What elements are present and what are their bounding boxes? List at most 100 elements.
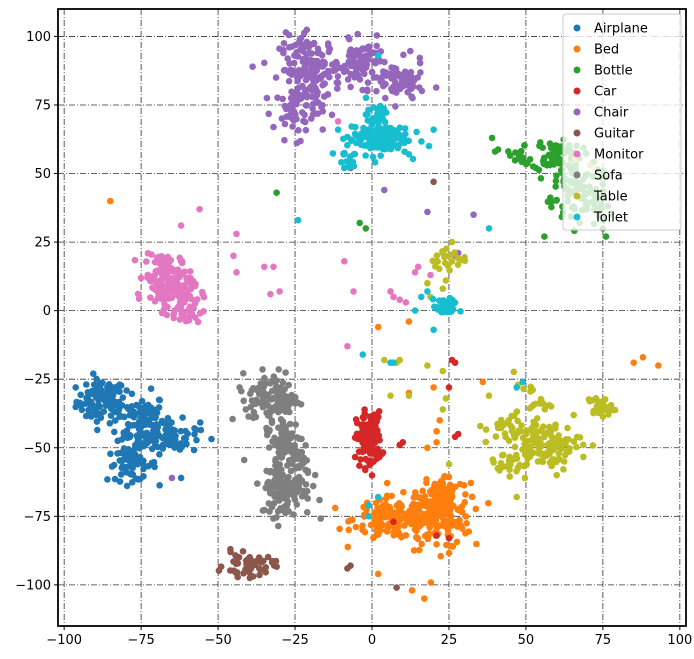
data-point xyxy=(424,444,431,452)
data-point xyxy=(266,426,273,434)
data-point xyxy=(377,152,385,159)
data-point xyxy=(427,501,435,509)
legend-marker-chair xyxy=(573,108,581,116)
data-point xyxy=(313,92,320,99)
data-point xyxy=(366,435,374,443)
data-point xyxy=(261,59,268,67)
data-point xyxy=(268,387,276,395)
data-point xyxy=(168,474,176,482)
data-point xyxy=(446,516,453,524)
data-point xyxy=(539,458,547,466)
data-point xyxy=(370,534,377,542)
data-point xyxy=(262,569,270,576)
data-point xyxy=(320,93,328,100)
data-point xyxy=(442,277,450,284)
data-point xyxy=(416,546,423,554)
data-point xyxy=(276,437,284,444)
data-point xyxy=(430,384,437,391)
data-point xyxy=(439,285,447,293)
series-chair xyxy=(168,26,477,482)
data-point xyxy=(390,529,397,536)
data-point xyxy=(396,124,404,131)
data-point xyxy=(378,450,386,458)
data-point xyxy=(168,294,176,302)
data-point xyxy=(101,389,108,397)
data-point xyxy=(388,492,396,500)
data-point xyxy=(460,482,468,489)
data-point xyxy=(448,238,456,246)
data-point xyxy=(182,427,189,435)
data-point xyxy=(439,367,447,375)
data-point xyxy=(192,426,200,434)
data-point xyxy=(416,54,424,62)
data-point xyxy=(555,450,563,457)
data-point xyxy=(399,439,407,446)
data-point xyxy=(382,109,390,116)
data-point xyxy=(533,440,540,447)
data-point xyxy=(445,460,453,468)
data-point xyxy=(279,95,287,103)
series-airplane xyxy=(72,370,215,490)
data-point xyxy=(375,432,383,439)
legend-marker-airplane xyxy=(573,24,581,32)
data-point xyxy=(292,464,300,472)
data-point xyxy=(128,403,136,410)
data-point xyxy=(369,128,377,135)
data-point xyxy=(319,81,327,89)
data-point xyxy=(276,473,284,480)
data-point xyxy=(461,257,469,265)
data-point xyxy=(197,419,204,426)
data-point xyxy=(364,79,372,86)
data-point xyxy=(288,88,295,95)
data-point xyxy=(407,47,414,55)
data-point xyxy=(137,274,145,282)
data-point xyxy=(433,439,440,446)
data-point xyxy=(261,506,268,514)
data-point xyxy=(259,366,266,373)
data-point xyxy=(463,520,470,527)
data-point xyxy=(418,293,425,301)
data-point xyxy=(449,305,457,313)
data-point xyxy=(485,225,493,232)
data-point xyxy=(529,436,536,443)
data-point xyxy=(138,429,146,437)
data-point xyxy=(349,59,357,67)
data-point xyxy=(441,259,449,267)
data-point xyxy=(196,205,203,213)
data-point xyxy=(374,323,382,331)
data-point xyxy=(271,377,278,385)
data-point xyxy=(281,66,289,74)
data-point xyxy=(340,150,347,157)
data-point xyxy=(334,118,342,125)
data-point xyxy=(140,465,147,473)
data-point xyxy=(505,437,513,445)
data-point xyxy=(186,312,194,320)
data-point xyxy=(276,384,284,392)
data-point xyxy=(439,487,447,495)
data-point xyxy=(284,430,292,437)
data-point xyxy=(245,413,252,420)
data-point xyxy=(319,102,326,109)
data-point xyxy=(107,412,115,419)
x-tick-label: 100 xyxy=(667,633,692,648)
data-point xyxy=(177,427,185,435)
series-table xyxy=(381,156,619,501)
data-point xyxy=(351,130,359,138)
data-point xyxy=(520,385,527,393)
data-point xyxy=(316,496,323,504)
data-point xyxy=(375,413,382,421)
data-point xyxy=(607,401,615,409)
data-point xyxy=(485,392,493,400)
data-point xyxy=(384,145,391,152)
data-point xyxy=(365,106,372,114)
data-point xyxy=(482,438,490,446)
data-point xyxy=(242,406,250,413)
data-point xyxy=(363,86,371,93)
data-point xyxy=(90,381,98,389)
data-point xyxy=(76,399,84,407)
data-point xyxy=(553,172,560,179)
data-point xyxy=(505,457,513,465)
data-point xyxy=(295,473,303,481)
data-point xyxy=(138,397,146,405)
data-point xyxy=(599,401,606,409)
